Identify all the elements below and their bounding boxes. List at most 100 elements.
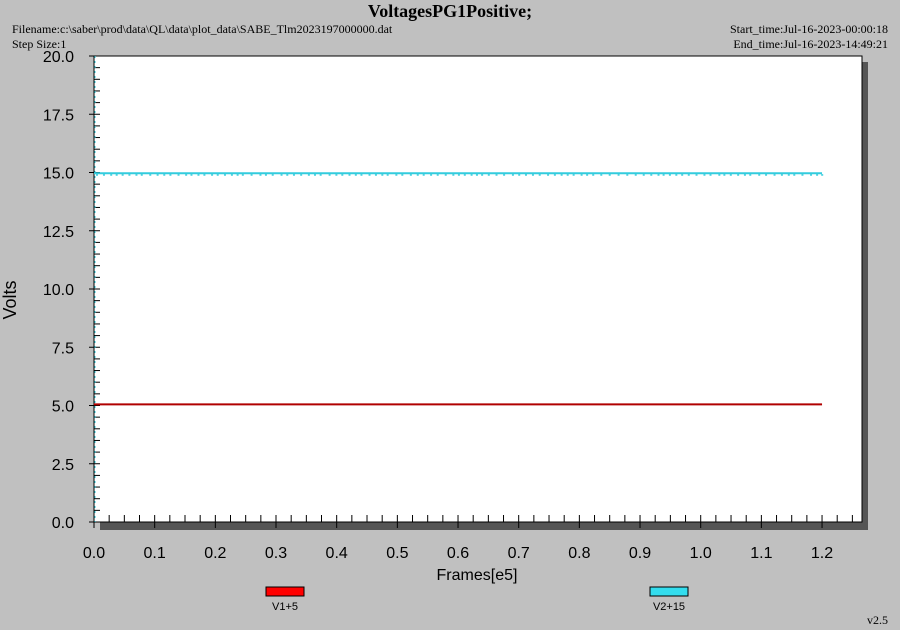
series-noise-point: [821, 174, 824, 176]
series-noise-point: [313, 174, 316, 176]
series-noise-point: [617, 174, 620, 176]
series-noise-point: [381, 174, 384, 176]
series-noise-point: [642, 174, 645, 176]
x-tick-label: 0.0: [83, 545, 105, 562]
x-tick-label: 0.3: [265, 545, 287, 562]
legend-label-1: V1+5: [272, 601, 298, 613]
series-noise-point: [348, 174, 351, 176]
series-noise-point: [749, 174, 752, 176]
series-noise-point: [241, 174, 244, 176]
plot-area: [93, 55, 863, 523]
series-noise-point: [286, 174, 289, 176]
series-noise-point: [211, 174, 214, 176]
series-noise-point: [292, 174, 295, 176]
series-noise-point: [271, 174, 274, 176]
series-noise-point: [703, 174, 706, 176]
series-noise-point: [524, 174, 527, 176]
series-noise-point: [470, 174, 473, 176]
series-noise-point: [121, 174, 124, 176]
x-tick-label: 1.0: [690, 545, 712, 562]
x-tick-label: 0.5: [386, 545, 408, 562]
series-noise-point: [341, 174, 344, 176]
series-noise-point: [787, 174, 790, 176]
series-noise-point: [481, 174, 484, 176]
start-time-label: Start_time:Jul-16-2023-00:00:18: [730, 22, 888, 36]
legend-swatch-1: [265, 586, 305, 597]
y-tick-label: 12.5: [43, 224, 74, 241]
minor-ticks: [94, 55, 853, 523]
legend-swatch-2: [649, 586, 689, 597]
series-noise-point: [600, 174, 603, 176]
series-noise-point: [335, 174, 338, 176]
series-noise-point: [810, 174, 813, 176]
y-tick-label: 7.5: [52, 340, 74, 357]
filename-label: Filename:c:\saber\prod\data\QL\data\plot…: [12, 22, 393, 36]
series-noise-point: [626, 174, 629, 176]
series-noise-point: [280, 174, 283, 176]
series-noise-point: [608, 174, 611, 176]
series-noise-point: [495, 174, 498, 176]
series-noise-point: [230, 174, 233, 176]
series-noise-point: [319, 174, 322, 176]
series-noise-point: [675, 174, 678, 176]
series-noise-point: [487, 174, 490, 176]
series-noise-point: [436, 174, 439, 176]
series-noise-point: [681, 174, 684, 176]
series-noise-point: [723, 174, 726, 176]
series-noise-point: [203, 174, 206, 176]
series-noise-point: [687, 174, 690, 176]
series-noise-point: [259, 174, 262, 176]
series-noise-point: [729, 174, 732, 176]
series-noise-point: [223, 174, 226, 176]
series-noise-point: [457, 174, 460, 176]
step-size-label: Step Size:1: [12, 37, 67, 51]
series-noise-point: [518, 174, 521, 176]
series-noise-point: [553, 174, 556, 176]
y-tick-label: 0.0: [52, 515, 74, 532]
series-noise-point: [531, 174, 534, 176]
series-noise-point: [444, 174, 447, 176]
series-noise-point: [110, 174, 113, 176]
chart-title: VoltagesPG1Positive;: [367, 1, 533, 21]
series-noise-point: [801, 174, 804, 176]
series-noise-point: [793, 174, 796, 176]
x-tick-label: 1.2: [811, 545, 833, 562]
series-noise-point: [149, 174, 152, 176]
series-noise-point: [430, 174, 433, 176]
x-tick-label: 0.2: [204, 545, 226, 562]
series-noise-point: [368, 174, 371, 176]
series-noise-point: [128, 174, 131, 176]
end-time-label: End_time:Jul-16-2023-14:49:21: [733, 37, 888, 51]
series-noise-point: [743, 174, 746, 176]
y-axis-label: Volts: [0, 280, 20, 319]
series-noise-point: [163, 174, 166, 176]
series-noise-point: [668, 174, 671, 176]
series-noise-point: [140, 174, 143, 176]
series-noise-point: [586, 174, 589, 176]
series-noise-point: [401, 174, 404, 176]
y-tick-label: 17.5: [43, 107, 74, 124]
legend: V1+5 V2+15: [265, 586, 689, 613]
x-tick-label: 0.9: [629, 545, 651, 562]
series-noise-point: [773, 174, 776, 176]
series-noise-point: [718, 174, 721, 176]
y-tick-label: 2.5: [52, 457, 74, 474]
series-noise-point: [709, 174, 712, 176]
series-noise-point: [216, 174, 219, 176]
y-tick-label: 5.0: [52, 399, 74, 416]
series-noise-point: [328, 174, 331, 176]
series-noise-point: [592, 174, 595, 176]
x-tick-label: 0.6: [447, 545, 469, 562]
series-noise-point: [560, 174, 563, 176]
series-noise-point: [177, 174, 180, 176]
series-noise-point: [572, 174, 575, 176]
y-axis-ticks: 0.0 2.5 5.0 7.5 10.0 12.5 15.0 17.5 20.0: [43, 49, 94, 532]
series-noise-point: [695, 174, 698, 176]
series-noise-point: [416, 174, 419, 176]
series-layer: [94, 56, 824, 522]
series-noise-point: [374, 174, 377, 176]
legend-label-2: V2+15: [653, 601, 685, 613]
series-noise-point: [547, 174, 550, 176]
x-tick-label: 1.1: [750, 545, 772, 562]
